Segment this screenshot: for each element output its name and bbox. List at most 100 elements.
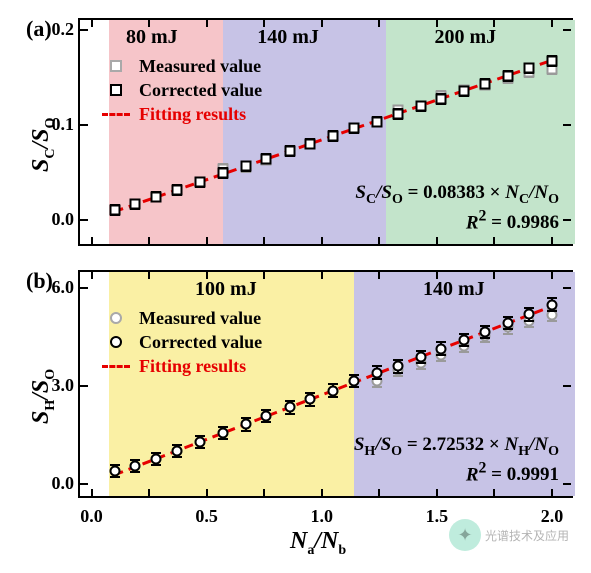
data-marker [130,199,141,210]
x-tick [551,20,553,27]
data-marker [328,130,339,141]
band-label: 140 mJ [423,278,485,301]
data-marker [480,78,491,89]
panel-a-plot: 80 mJ140 mJ200 mJ0.00.10.2Measured value… [78,18,573,246]
data-marker [240,419,251,430]
legend-text: Fitting results [139,356,246,377]
data-marker [546,299,557,310]
x-tick [148,489,150,496]
data-marker [217,428,228,439]
data-marker [171,185,182,196]
y-tick [563,124,571,126]
legend-swatch [102,312,130,324]
x-tick [206,20,208,27]
x-tick [263,20,265,27]
x-tick-label: 1.0 [310,506,333,527]
x-tick [206,489,208,496]
y-tick-label: 6.0 [24,277,74,298]
x-tick [551,272,553,279]
band-label: 80 mJ [126,26,178,49]
x-tick [91,20,93,27]
data-marker [392,109,403,120]
x-tick [436,20,438,27]
data-marker [503,318,514,329]
y-tick-label: 0.2 [24,19,74,40]
watermark-text: 光谱技术及应用 [485,527,569,544]
y-tick-label: 0.0 [24,473,74,494]
x-tick-label: 0.0 [80,506,103,527]
data-marker [459,86,470,97]
fit-equation: SH/SO = 2.72532 × NH/NO [354,434,559,460]
y-tick [80,483,88,485]
x-axis-label: Na/Nb [290,528,346,559]
data-marker [261,411,272,422]
data-marker [348,123,359,134]
legend-row: Measured value [102,54,262,78]
data-marker [305,138,316,149]
x-tick [436,237,438,244]
x-tick [148,272,150,279]
data-marker [171,446,182,457]
y-tick [563,287,571,289]
legend-row: Corrected value [102,78,262,102]
data-marker [284,146,295,157]
x-tick [321,237,323,244]
data-marker [261,153,272,164]
legend-row: Fitting results [102,102,262,126]
data-marker [436,93,447,104]
data-marker [480,327,491,338]
y-tick [80,219,88,221]
x-tick [91,237,93,244]
y-tick [563,219,571,221]
x-tick-label: 1.5 [426,506,449,527]
x-tick [148,237,150,244]
data-marker [392,361,403,372]
data-marker [150,191,161,202]
y-tick [80,124,88,126]
x-tick [321,20,323,27]
fit-equation: SC/SO = 0.08383 × NC/NO [355,182,559,208]
y-tick [80,287,88,289]
x-tick [263,272,265,279]
y-tick [80,385,88,387]
band-label: 140 mJ [257,26,319,49]
legend-swatch [102,60,130,72]
legend-text: Corrected value [139,80,262,101]
y-tick [563,385,571,387]
x-tick [436,272,438,279]
legend-text: Fitting results [139,104,246,125]
figure: (a) SC/SO 80 mJ140 mJ200 mJ0.00.10.2Meas… [0,0,591,573]
x-tick [206,237,208,244]
x-tick [551,237,553,244]
data-marker [150,453,161,464]
data-marker [523,63,534,74]
y-tick [563,483,571,485]
data-marker [546,55,557,66]
data-marker [459,335,470,346]
watermark: ✦ 光谱技术及应用 [449,519,569,551]
legend-text: Measured value [139,308,261,329]
data-marker [284,402,295,413]
data-marker [415,101,426,112]
x-tick [263,237,265,244]
band-label: 200 mJ [434,26,496,49]
x-tick [148,20,150,27]
x-tick [493,20,495,27]
data-marker [194,437,205,448]
data-marker [328,385,339,396]
r-squared: R2 = 0.9991 [466,460,559,486]
legend-swatch [102,365,130,368]
legend-text: Corrected value [139,332,262,353]
data-marker [372,367,383,378]
legend-row: Corrected value [102,330,262,354]
x-tick [321,489,323,496]
data-marker [109,205,120,216]
x-tick [551,489,553,496]
legend: Measured valueCorrected value Fitting res… [102,54,262,126]
r-squared: R2 = 0.9986 [466,208,559,234]
legend-swatch [102,84,130,96]
x-tick-label: 0.5 [195,506,218,527]
data-marker [130,460,141,471]
data-marker [240,161,251,172]
data-marker [305,394,316,405]
